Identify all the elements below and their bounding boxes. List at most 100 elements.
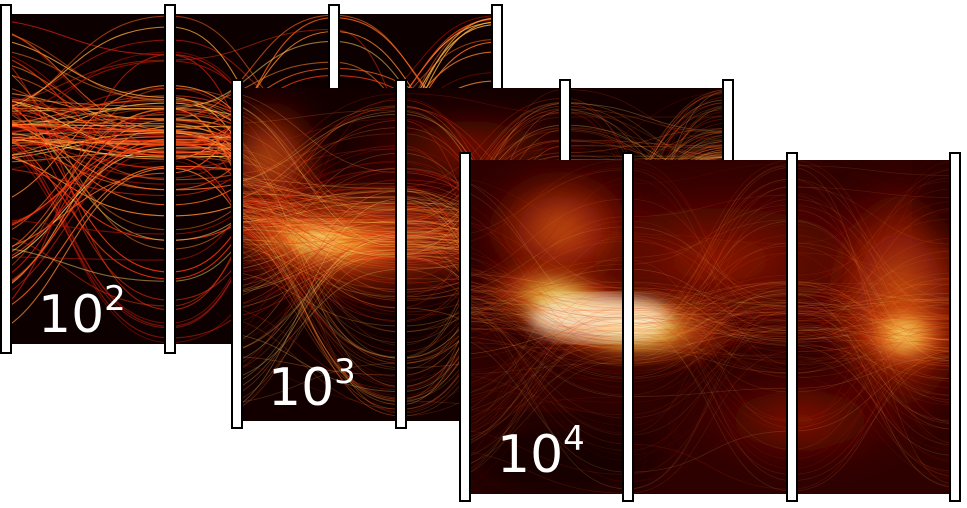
polyline xyxy=(5,40,501,168)
polyline xyxy=(237,124,729,362)
polyline xyxy=(464,178,958,463)
polyline xyxy=(464,250,958,460)
polyline xyxy=(464,284,958,425)
polyline xyxy=(464,276,958,319)
polyline xyxy=(464,167,958,315)
polyline xyxy=(464,167,958,485)
polyline xyxy=(464,254,958,486)
polyline xyxy=(464,167,958,339)
polyline xyxy=(464,194,958,424)
polyline xyxy=(464,289,958,375)
polyline xyxy=(464,188,958,304)
polyline xyxy=(464,165,958,468)
polyline xyxy=(464,301,958,433)
polyline xyxy=(464,190,958,340)
polyline xyxy=(464,302,958,365)
polyline xyxy=(464,270,958,340)
polyline xyxy=(464,283,958,326)
polyline xyxy=(464,305,958,406)
polyline xyxy=(464,284,958,439)
polyline xyxy=(464,196,958,379)
polyline xyxy=(464,302,958,456)
polyline xyxy=(5,75,501,260)
polyline xyxy=(464,222,958,327)
polyline xyxy=(237,101,729,260)
polyline xyxy=(5,30,501,131)
polyline xyxy=(464,301,958,466)
polyline xyxy=(464,268,958,331)
polyline xyxy=(464,209,958,363)
polyline xyxy=(464,210,958,336)
polyline xyxy=(464,272,958,461)
polyline xyxy=(464,338,958,473)
polyline xyxy=(464,296,958,341)
polyline xyxy=(464,265,958,483)
polyline xyxy=(464,180,958,492)
polyline xyxy=(464,283,958,450)
polyline xyxy=(464,335,958,494)
polyline xyxy=(464,285,958,339)
polyline xyxy=(464,316,958,387)
polyline xyxy=(464,259,958,429)
polyline xyxy=(464,284,958,334)
panel-label: 102 xyxy=(38,279,126,345)
axis-bar xyxy=(622,152,634,502)
polyline xyxy=(464,312,958,425)
axis-bar xyxy=(0,4,12,354)
polyline xyxy=(464,236,958,365)
polyline xyxy=(237,108,729,335)
polyline xyxy=(464,284,958,396)
axis-bar xyxy=(395,79,407,429)
polyline xyxy=(464,219,958,325)
polyline xyxy=(237,103,729,243)
polyline xyxy=(237,93,729,340)
polyline xyxy=(464,279,958,366)
polyline xyxy=(464,310,958,459)
panel-label: 104 xyxy=(497,419,585,485)
polyline xyxy=(464,235,958,433)
polyline xyxy=(464,281,958,473)
label-base: 10 xyxy=(497,425,563,485)
axis-bar xyxy=(459,152,471,502)
label-exponent: 2 xyxy=(104,279,126,319)
polyline xyxy=(464,160,958,366)
axis-bar xyxy=(231,79,243,429)
axis-bar xyxy=(164,4,176,354)
polyline xyxy=(464,268,958,378)
polyline xyxy=(464,314,958,397)
polyline xyxy=(464,289,958,477)
label-exponent: 3 xyxy=(334,352,356,392)
polyline xyxy=(464,332,958,475)
polyline xyxy=(464,160,958,463)
polyline xyxy=(464,279,958,398)
polyline xyxy=(464,167,958,487)
polyline xyxy=(464,287,958,488)
polyline xyxy=(464,295,958,367)
polyline xyxy=(237,128,729,237)
polyline xyxy=(464,301,958,395)
polyline xyxy=(464,180,958,380)
label-exponent: 4 xyxy=(563,419,585,459)
polyline xyxy=(237,113,729,239)
polyline xyxy=(464,295,958,344)
polyline xyxy=(464,341,958,472)
polyline xyxy=(464,280,958,345)
polyline xyxy=(464,169,958,365)
polyline xyxy=(464,295,958,456)
polyline xyxy=(464,212,958,361)
polyline xyxy=(464,298,958,430)
panel-label: 103 xyxy=(268,352,356,418)
polyline xyxy=(5,28,501,339)
polyline xyxy=(464,198,958,367)
polyline xyxy=(237,127,729,233)
polyline xyxy=(464,292,958,412)
polyline xyxy=(464,192,958,434)
polyline xyxy=(464,177,958,405)
polyline xyxy=(237,109,729,358)
polyline xyxy=(464,306,958,451)
polyline xyxy=(464,284,958,340)
polyline xyxy=(464,186,958,367)
density-glow xyxy=(464,160,958,494)
polyline xyxy=(464,298,958,490)
